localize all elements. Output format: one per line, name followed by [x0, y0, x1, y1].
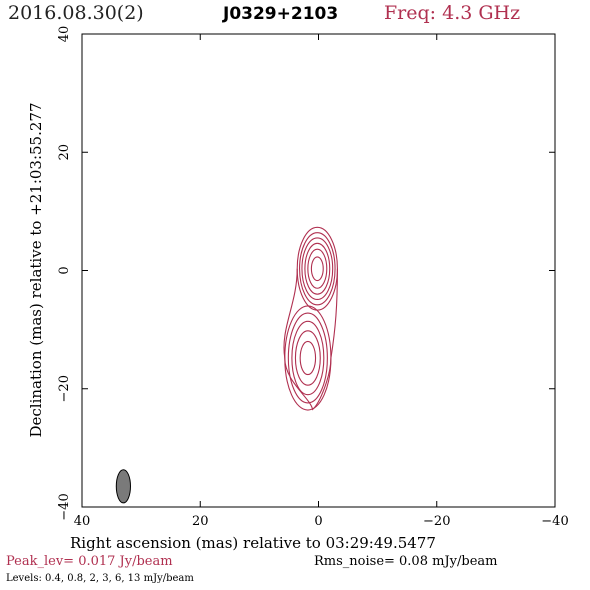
source-name: J0329+2103	[223, 4, 339, 24]
x-tick-label: 20	[192, 514, 209, 529]
plot-frame	[81, 33, 556, 508]
y-tick-label: −40	[57, 493, 72, 520]
x-tick-label: 40	[74, 514, 91, 529]
x-tick-label: −20	[423, 514, 450, 529]
contour-jet	[291, 320, 325, 396]
beam-shape	[115, 469, 131, 504]
contour-levels: Levels: 0.4, 0.8, 2, 3, 6, 13 mJy/beam	[6, 573, 194, 584]
contour-jet	[287, 312, 328, 404]
contour-core	[296, 226, 338, 311]
x-tick-label: 0	[314, 514, 322, 529]
y-tick-label: −20	[57, 375, 72, 402]
y-tick-label: 20	[57, 144, 72, 161]
contour-core	[301, 237, 334, 301]
contour-jet	[299, 340, 317, 376]
contour-core	[304, 242, 331, 295]
rms-noise: Rms_noise= 0.08 mJy/beam	[314, 554, 498, 569]
contour-jet	[294, 330, 321, 386]
epoch-date: 2016.08.30(2)	[8, 2, 144, 24]
peak-level: Peak_lev= 0.017 Jy/beam	[6, 554, 173, 569]
x-tick-label: −40	[541, 514, 568, 529]
beam-ellipse	[115, 469, 131, 504]
contour-core	[307, 248, 328, 289]
contour-core	[299, 232, 336, 306]
x-axis-label: Right ascension (mas) relative to 03:29:…	[70, 534, 436, 552]
y-tick-label: 0	[57, 266, 72, 274]
y-tick-label: 40	[57, 26, 72, 43]
contour-lines	[283, 226, 338, 411]
y-axis-label: Declination (mas) relative to +21:03:55.…	[27, 102, 45, 438]
frequency-label: Freq: 4.3 GHz	[384, 2, 521, 24]
contour-envelope	[283, 268, 338, 411]
contour-core	[310, 256, 324, 282]
